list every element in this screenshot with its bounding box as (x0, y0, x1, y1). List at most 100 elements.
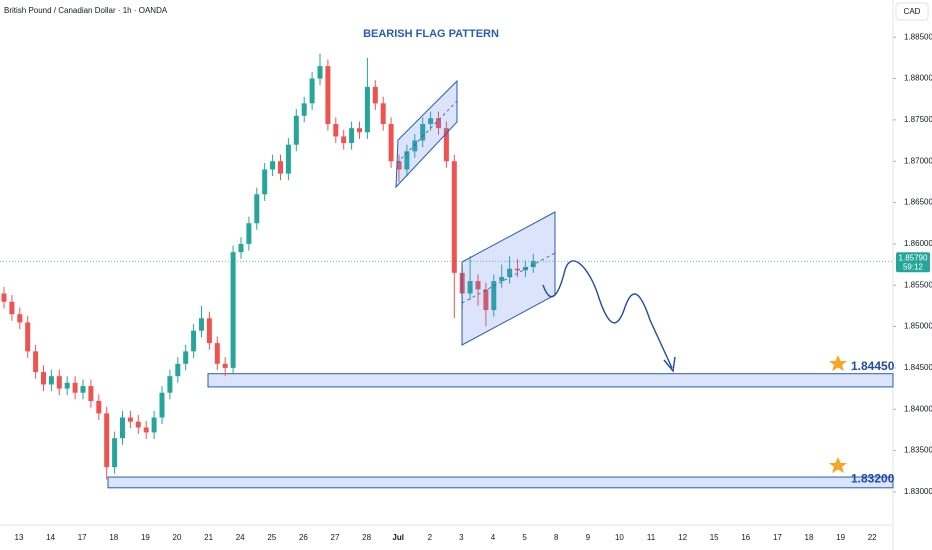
candle-body (309, 78, 315, 104)
candle-body (214, 343, 220, 364)
candle-body (72, 382, 78, 393)
arrow-head (663, 356, 676, 373)
x-tick-label: 14 (46, 533, 55, 542)
x-tick-label: 21 (204, 533, 213, 542)
y-tick-label: 1.87000 (904, 156, 932, 165)
support-zone (207, 373, 894, 388)
candle-body (380, 103, 386, 125)
candle-body (285, 144, 291, 174)
x-tick-label: 8 (554, 533, 559, 542)
candle-body (270, 161, 276, 170)
projection-arrow (542, 260, 673, 369)
x-tick-label: 28 (362, 533, 371, 542)
candle-body (451, 161, 457, 273)
candle-body (9, 301, 15, 315)
candle-body (206, 318, 212, 344)
candle-body (238, 243, 244, 253)
candle-body (333, 124, 339, 137)
x-tick-label: 13 (15, 533, 24, 542)
flag-channel (395, 79, 458, 189)
zone-label: 1.83200 (851, 472, 895, 486)
x-tick-label: 24 (236, 533, 245, 542)
candle-body (515, 268, 520, 271)
candle-body (428, 118, 434, 125)
candle-body (222, 363, 228, 368)
candle-body (1, 293, 7, 302)
candle-body (491, 281, 497, 311)
x-tick-label: 27 (331, 533, 340, 542)
chart-title: BEARISH FLAG PATTERN (363, 28, 499, 40)
x-tick-label: 17 (773, 533, 782, 542)
candle-body (420, 124, 426, 141)
candle-body (127, 417, 133, 422)
x-tick-label: 18 (109, 533, 118, 542)
candle-body (167, 376, 173, 393)
x-tick-label: 2 (428, 533, 433, 542)
candle-body (135, 421, 141, 428)
candle-body (191, 330, 197, 352)
zone-label: 1.84450 (851, 359, 895, 373)
x-tick-label: 11 (647, 533, 656, 542)
candle-body (475, 281, 481, 290)
currency[interactable]: CAD (904, 7, 921, 16)
y-tick-label: 1.87500 (904, 115, 932, 124)
candle-body (246, 223, 252, 244)
candle-body (151, 417, 157, 433)
candle-body (33, 351, 39, 373)
candle-body (412, 140, 418, 152)
candle-body (301, 103, 307, 116)
star (829, 457, 847, 473)
candle-body (396, 161, 402, 170)
y-tick-label: 1.85500 (904, 280, 932, 289)
flag-midline (396, 100, 458, 164)
candle-body (317, 66, 323, 79)
current-price-tag (896, 252, 930, 273)
x-tick-label: 4 (491, 533, 496, 542)
x-tick-label: 19 (836, 533, 845, 542)
candle-body (530, 261, 536, 268)
candle-body (349, 128, 355, 144)
candle-body (357, 128, 362, 133)
countdown-label: 59:12 (903, 262, 924, 271)
y-tick-label: 1.88500 (904, 32, 932, 41)
symbol-header: British Pound / Canadian Dollar · 1h · O… (4, 6, 168, 15)
x-tick-label: 25 (267, 533, 276, 542)
candle-body (499, 276, 505, 282)
x-tick-label: 17 (78, 533, 87, 542)
y-tick-label: 1.86500 (904, 198, 932, 207)
x-tick-label: 19 (141, 533, 150, 542)
drawings (395, 79, 847, 473)
x-tick-label: 12 (678, 533, 687, 542)
candle-body (56, 376, 62, 389)
candle-body (41, 372, 46, 385)
candle-body (436, 118, 441, 129)
x-tick-label: 3 (459, 533, 464, 542)
candle-body (96, 400, 102, 414)
candle-body (254, 194, 260, 224)
x-tick-label: 9 (586, 533, 591, 542)
support-zone (107, 476, 894, 489)
candle-body (325, 66, 331, 125)
currency-box[interactable] (895, 2, 929, 21)
x-tick-label: 18 (805, 533, 814, 542)
candle-body (88, 386, 94, 401)
candle-body (507, 268, 513, 277)
current-price-label: 1.85790 (899, 253, 928, 262)
candle-body (64, 382, 70, 389)
candle-body (278, 161, 283, 174)
candle-body (467, 281, 473, 294)
candle-body (104, 413, 110, 468)
y-tick-label: 1.88000 (904, 74, 932, 83)
candle-body (230, 252, 236, 368)
candle-body (120, 417, 125, 439)
candle-body (17, 314, 23, 323)
y-tick-label: 1.83000 (904, 487, 932, 496)
candle-body (183, 351, 189, 364)
candle-body (341, 136, 347, 144)
x-tick-label: 22 (868, 533, 877, 542)
candle-body (199, 318, 204, 331)
candle-body (483, 289, 489, 311)
y-tick-label: 1.84500 (904, 363, 932, 372)
